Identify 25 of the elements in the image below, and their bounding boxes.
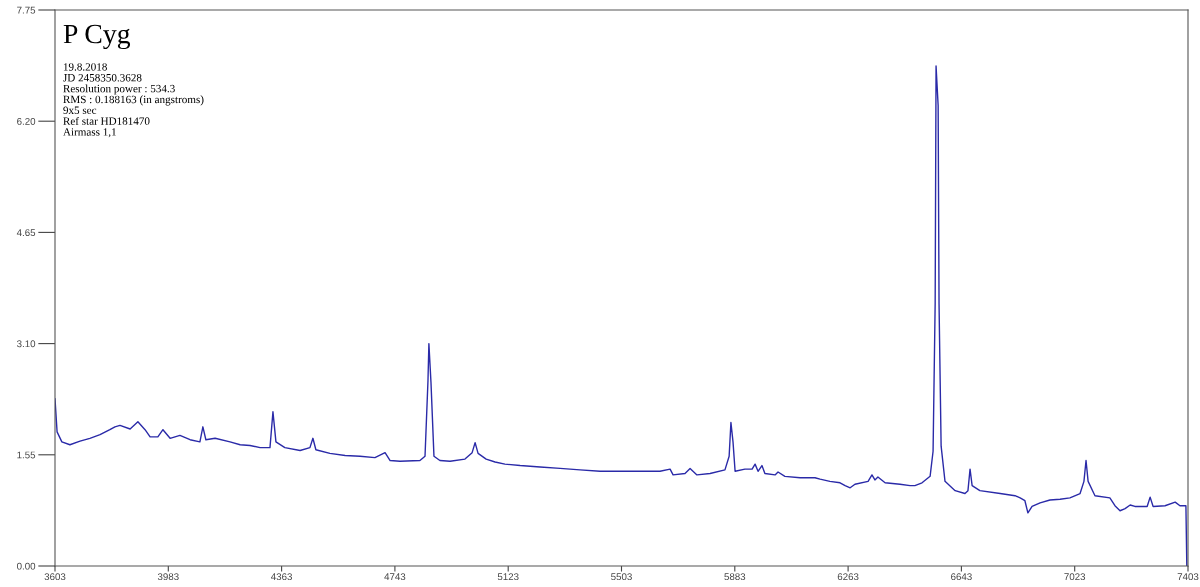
annotation: Ref star HD181470 <box>63 116 150 125</box>
y-tick-label: 4.65 <box>16 229 36 237</box>
x-tick-label: 5883 <box>724 573 746 581</box>
y-tick-label: 6.20 <box>17 117 36 125</box>
x-tick-label: 6263 <box>837 573 859 581</box>
x-tick-label: 5123 <box>497 573 519 581</box>
x-tick-label: 7403 <box>1177 573 1199 581</box>
x-tick-label: 4363 <box>271 573 292 581</box>
x-tick-label: 5503 <box>611 573 632 581</box>
y-tick-label: 7.75 <box>17 6 36 14</box>
x-tick-label: 3603 <box>44 573 66 581</box>
x-tick-label: 7023 <box>1064 573 1086 581</box>
x-tick-label: 4743 <box>384 573 406 581</box>
x-tick-label: 6643 <box>951 573 972 581</box>
annotation: RMS : 0.188163 (in angstroms) <box>63 95 204 106</box>
annotation: JD 2458350.3628 <box>63 73 142 82</box>
y-tick-label: 1.55 <box>17 451 36 459</box>
chart-title: P Cyg <box>63 24 131 50</box>
annotation: 9x5 sec <box>63 106 97 115</box>
y-tick-label: 0.00 <box>17 562 36 570</box>
annotation: Resolution power : 534.3 <box>63 84 175 95</box>
y-tick-label: 3.10 <box>17 340 36 348</box>
annotation: 19.8.2018 <box>63 63 107 71</box>
annotation: Airmass 1,1 <box>63 128 116 138</box>
x-tick-label: 3983 <box>157 573 179 581</box>
